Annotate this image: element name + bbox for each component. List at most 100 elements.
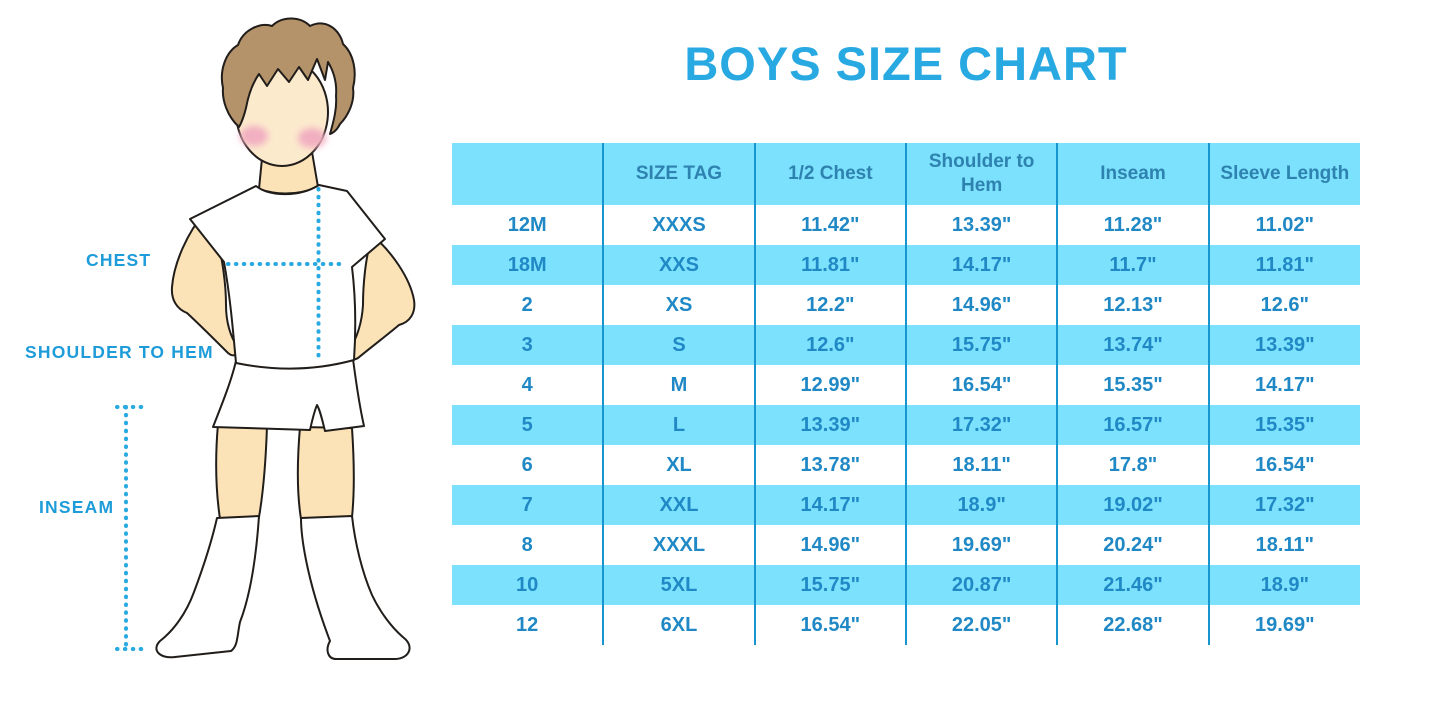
table-row: 12 6XL 16.54" 22.05" 22.68" 19.69" — [452, 605, 1360, 645]
inseam-label: INSEAM — [39, 497, 115, 517]
table-cell: 14.96" — [905, 285, 1059, 325]
table-cell: XL — [603, 445, 756, 485]
boy-left-sock — [155, 515, 260, 659]
row-label: 2 — [452, 285, 605, 325]
table-cell: XXL — [603, 485, 756, 525]
boy-shorts — [212, 358, 365, 432]
boy-right-leg — [296, 426, 355, 520]
table-cell: XS — [603, 285, 756, 325]
table-cell: 15.35" — [1255, 413, 1315, 436]
table-cell: 20.87" — [905, 565, 1059, 605]
table-cell: 22.68" — [1057, 605, 1210, 645]
table-cell: 19.69" — [1255, 613, 1315, 636]
table-cell: 11.28" — [1057, 205, 1210, 245]
boy-hair — [220, 17, 356, 135]
table-row: 18M XXS 11.81" 14.17" 11.7" 11.81" — [452, 245, 1360, 285]
shoulder-to-hem-label: SHOULDER TO HEM — [25, 342, 214, 362]
table-row: 6 XL 13.78" 18.11" 17.8" 16.54" — [452, 445, 1360, 485]
column-header: Inseam — [1057, 143, 1210, 205]
table-cell: 12.13" — [1057, 285, 1210, 325]
table-cell: 15.75" — [905, 325, 1059, 365]
table-cell: M — [603, 365, 756, 405]
table-row: 5 L 13.39" 17.32" 16.57" 15.35" — [452, 405, 1360, 445]
table-cell: XXXL — [603, 525, 756, 565]
table-cell: 14.17" — [905, 245, 1059, 285]
table-cell: 11.02" — [1255, 213, 1315, 236]
chest-label: CHEST — [86, 250, 152, 270]
table-cell: 16.57" — [1057, 405, 1210, 445]
table-cell: 12.6" — [754, 325, 907, 365]
table-cell: 18.11" — [905, 445, 1059, 485]
row-label: 6 — [452, 445, 605, 485]
table-cell: 13.74" — [1057, 325, 1210, 365]
row-label: 10 — [452, 565, 605, 605]
column-header-empty — [452, 143, 605, 205]
table-cell: L — [603, 405, 756, 445]
table-cell: 20.24" — [1057, 525, 1210, 565]
column-header: SIZE TAG — [603, 143, 756, 205]
table-cell: 11.7" — [1057, 245, 1210, 285]
column-header: Sleeve Length — [1220, 163, 1350, 185]
row-label: 5 — [452, 405, 605, 445]
size-chart-table: SIZE TAG 1/2 Chest Shoulder to Hem Inseam Sl… — [452, 143, 1360, 645]
table-cell: 15.35" — [1057, 365, 1210, 405]
table-row: 8 XXXL 14.96" 19.69" 20.24" 18.11" — [452, 525, 1360, 565]
table-cell: 21.46" — [1057, 565, 1210, 605]
boy-illustration — [115, 17, 416, 660]
table-cell: 12.99" — [754, 365, 907, 405]
row-label: 4 — [452, 365, 605, 405]
table-cell: 18.9" — [1260, 573, 1310, 596]
table-cell: 15.75" — [754, 565, 907, 605]
table-row: 7 XXL 14.17" 18.9" 19.02" 17.32" — [452, 485, 1360, 525]
table-cell: 17.32" — [905, 405, 1059, 445]
boy-left-leg — [215, 423, 268, 520]
table-cell: 14.17" — [1255, 373, 1315, 396]
table-cell: 13.39" — [754, 405, 907, 445]
table-cell: 17.32" — [1255, 493, 1315, 516]
row-label: 18M — [452, 245, 605, 285]
table-cell: 18.11" — [1255, 533, 1315, 556]
table-cell: 19.69" — [905, 525, 1059, 565]
size-chart-body: 12M XXXS 11.42" 13.39" 11.28" 11.02" 18M XXS 11.… — [452, 205, 1360, 645]
table-cell: 5XL — [603, 565, 756, 605]
table-row: 2 XS 12.2" 14.96" 12.13" 12.6" — [452, 285, 1360, 325]
table-cell: S — [603, 325, 756, 365]
table-row: 4 M 12.99" 16.54" 15.35" 14.17" — [452, 365, 1360, 405]
table-cell: XXXS — [603, 205, 756, 245]
table-cell: 12.6" — [1260, 293, 1310, 316]
page-title: BOYS SIZE CHART — [684, 37, 1128, 90]
column-header: 1/2 Chest — [754, 143, 907, 205]
row-label: 8 — [452, 525, 605, 565]
table-cell: 14.96" — [754, 525, 907, 565]
table-cell: 16.54" — [905, 365, 1059, 405]
row-label: 7 — [452, 485, 605, 525]
table-cell: 6XL — [603, 605, 756, 645]
table-cell: 16.54" — [754, 605, 907, 645]
table-cell: 13.39" — [1255, 333, 1315, 356]
boy-measurement-figure: CHEST SHOULDER TO HEM INSEAM — [0, 0, 452, 723]
table-cell: 11.81" — [754, 245, 907, 285]
table-cell: 18.9" — [905, 485, 1059, 525]
table-row: 10 5XL 15.75" 20.87" 21.46" 18.9" — [452, 565, 1360, 605]
table-cell: 14.17" — [754, 485, 907, 525]
table-cell: 13.39" — [905, 205, 1059, 245]
table-cell: XXS — [603, 245, 756, 285]
table-cell: 16.54" — [1255, 453, 1315, 476]
table-cell: 22.05" — [905, 605, 1059, 645]
boy-cheeks — [240, 126, 326, 148]
table-cell: 13.78" — [754, 445, 907, 485]
boy-right-sock — [300, 515, 411, 660]
table-cell: 12.2" — [754, 285, 907, 325]
row-label: 3 — [452, 325, 605, 365]
table-row: 3 S 12.6" 15.75" 13.74" 13.39" — [452, 325, 1360, 365]
size-chart-header: SIZE TAG 1/2 Chest Shoulder to Hem Inseam Sl… — [452, 143, 1360, 205]
row-label: 12M — [452, 205, 605, 245]
row-label: 12 — [452, 605, 605, 645]
table-cell: 11.42" — [754, 205, 907, 245]
table-cell: 17.8" — [1057, 445, 1210, 485]
column-header: Shoulder to Hem — [905, 143, 1059, 205]
table-cell: 19.02" — [1057, 485, 1210, 525]
boy-tshirt — [189, 184, 386, 370]
table-cell: 11.81" — [1255, 253, 1315, 276]
table-row: 12M XXXS 11.42" 13.39" 11.28" 11.02" — [452, 205, 1360, 245]
